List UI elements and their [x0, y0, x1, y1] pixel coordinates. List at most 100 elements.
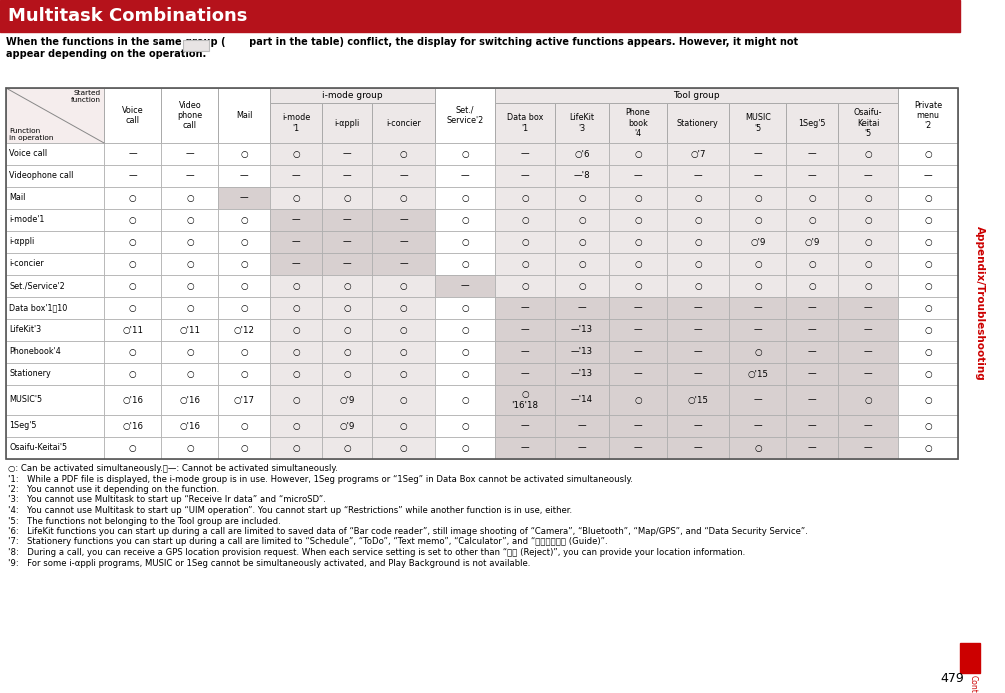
Bar — [105, 319, 161, 341]
Bar — [161, 363, 218, 385]
Bar — [218, 187, 270, 209]
Text: —: — — [578, 444, 586, 453]
Text: —: — — [693, 369, 702, 378]
Bar — [898, 165, 958, 187]
Text: ○'7: ○'7 — [690, 150, 706, 159]
Bar — [494, 363, 555, 385]
Bar — [494, 187, 555, 209]
Bar — [786, 415, 838, 437]
Text: ○: ○ — [754, 444, 762, 453]
Text: —: — — [864, 326, 872, 335]
Text: '2: You cannot use it depending on the function.: '2: You cannot use it depending on the f… — [8, 485, 219, 494]
Text: ○: ○ — [186, 281, 194, 290]
Text: ○: ○ — [240, 259, 248, 268]
Text: —: — — [129, 171, 137, 180]
Bar — [270, 143, 322, 165]
Bar — [373, 297, 435, 319]
Bar — [838, 253, 898, 275]
Text: —: — — [291, 238, 300, 247]
Bar — [730, 341, 786, 363]
Text: ○: ○ — [461, 347, 468, 356]
Text: ○: ○ — [240, 369, 248, 378]
Bar — [322, 143, 373, 165]
Text: ○: ○ — [186, 238, 194, 247]
Bar — [105, 209, 161, 231]
Bar — [786, 143, 838, 165]
Bar — [898, 88, 958, 143]
Text: ○: ○ — [578, 238, 586, 247]
Text: ○: ○ — [461, 421, 468, 430]
Text: —: — — [808, 421, 817, 430]
Bar — [609, 297, 666, 319]
Bar — [786, 231, 838, 253]
Bar — [730, 143, 786, 165]
Text: ○: ○ — [461, 396, 468, 405]
Bar — [555, 297, 609, 319]
Bar — [730, 165, 786, 187]
Bar — [322, 297, 373, 319]
Text: ○: ○ — [129, 216, 137, 225]
Bar — [494, 385, 555, 415]
Text: ○: ○ — [925, 444, 932, 453]
Bar — [898, 385, 958, 415]
Bar — [730, 319, 786, 341]
Bar — [6, 165, 105, 187]
Bar — [494, 319, 555, 341]
Bar — [666, 297, 730, 319]
Text: Multitask Combinations: Multitask Combinations — [8, 7, 247, 25]
Bar — [161, 275, 218, 297]
Text: ○'16: ○'16 — [179, 421, 200, 430]
Text: ○: ○ — [400, 369, 407, 378]
Bar — [270, 363, 322, 385]
Text: ○: ○ — [461, 238, 468, 247]
Bar — [786, 253, 838, 275]
Bar — [105, 385, 161, 415]
Text: ○: ○ — [694, 193, 701, 202]
Text: ○: ○ — [754, 281, 762, 290]
Text: ○: ○ — [925, 304, 932, 313]
Bar — [322, 275, 373, 297]
Bar — [322, 253, 373, 275]
Text: Appendix/Troubleshooting: Appendix/Troubleshooting — [975, 226, 985, 380]
Bar — [105, 253, 161, 275]
Bar — [373, 253, 435, 275]
Bar — [105, 341, 161, 363]
Bar — [270, 231, 322, 253]
Bar — [218, 415, 270, 437]
Bar — [730, 103, 786, 143]
Bar — [322, 385, 373, 415]
Bar — [494, 275, 555, 297]
Text: ○: ○ — [400, 281, 407, 290]
Bar — [666, 437, 730, 459]
Text: ○: ○ — [240, 304, 248, 313]
Text: 1Seg'5: 1Seg'5 — [9, 421, 36, 430]
Bar — [494, 231, 555, 253]
Bar — [322, 165, 373, 187]
Text: —: — — [754, 421, 762, 430]
Bar — [555, 165, 609, 187]
Text: i-mode'1: i-mode'1 — [9, 216, 44, 225]
Text: ○: ○ — [522, 238, 529, 247]
Text: —: — — [864, 347, 872, 356]
Text: ○: ○ — [634, 281, 642, 290]
Text: ○: ○ — [864, 193, 872, 202]
Text: 1Seg'5: 1Seg'5 — [799, 119, 826, 128]
Bar — [555, 341, 609, 363]
Bar — [555, 385, 609, 415]
Bar — [105, 275, 161, 297]
Bar — [183, 40, 209, 51]
Bar — [609, 103, 666, 143]
Text: —: — — [521, 444, 530, 453]
Bar — [838, 363, 898, 385]
Bar — [609, 253, 666, 275]
Bar — [666, 143, 730, 165]
Text: —'13: —'13 — [571, 347, 593, 356]
Text: ○: ○ — [461, 304, 468, 313]
Bar — [730, 231, 786, 253]
Text: ○: ○ — [925, 259, 932, 268]
Text: ○'9: ○'9 — [340, 421, 355, 430]
Bar — [838, 341, 898, 363]
Bar — [218, 231, 270, 253]
Text: —: — — [291, 216, 300, 225]
Text: ○: ○ — [522, 216, 529, 225]
